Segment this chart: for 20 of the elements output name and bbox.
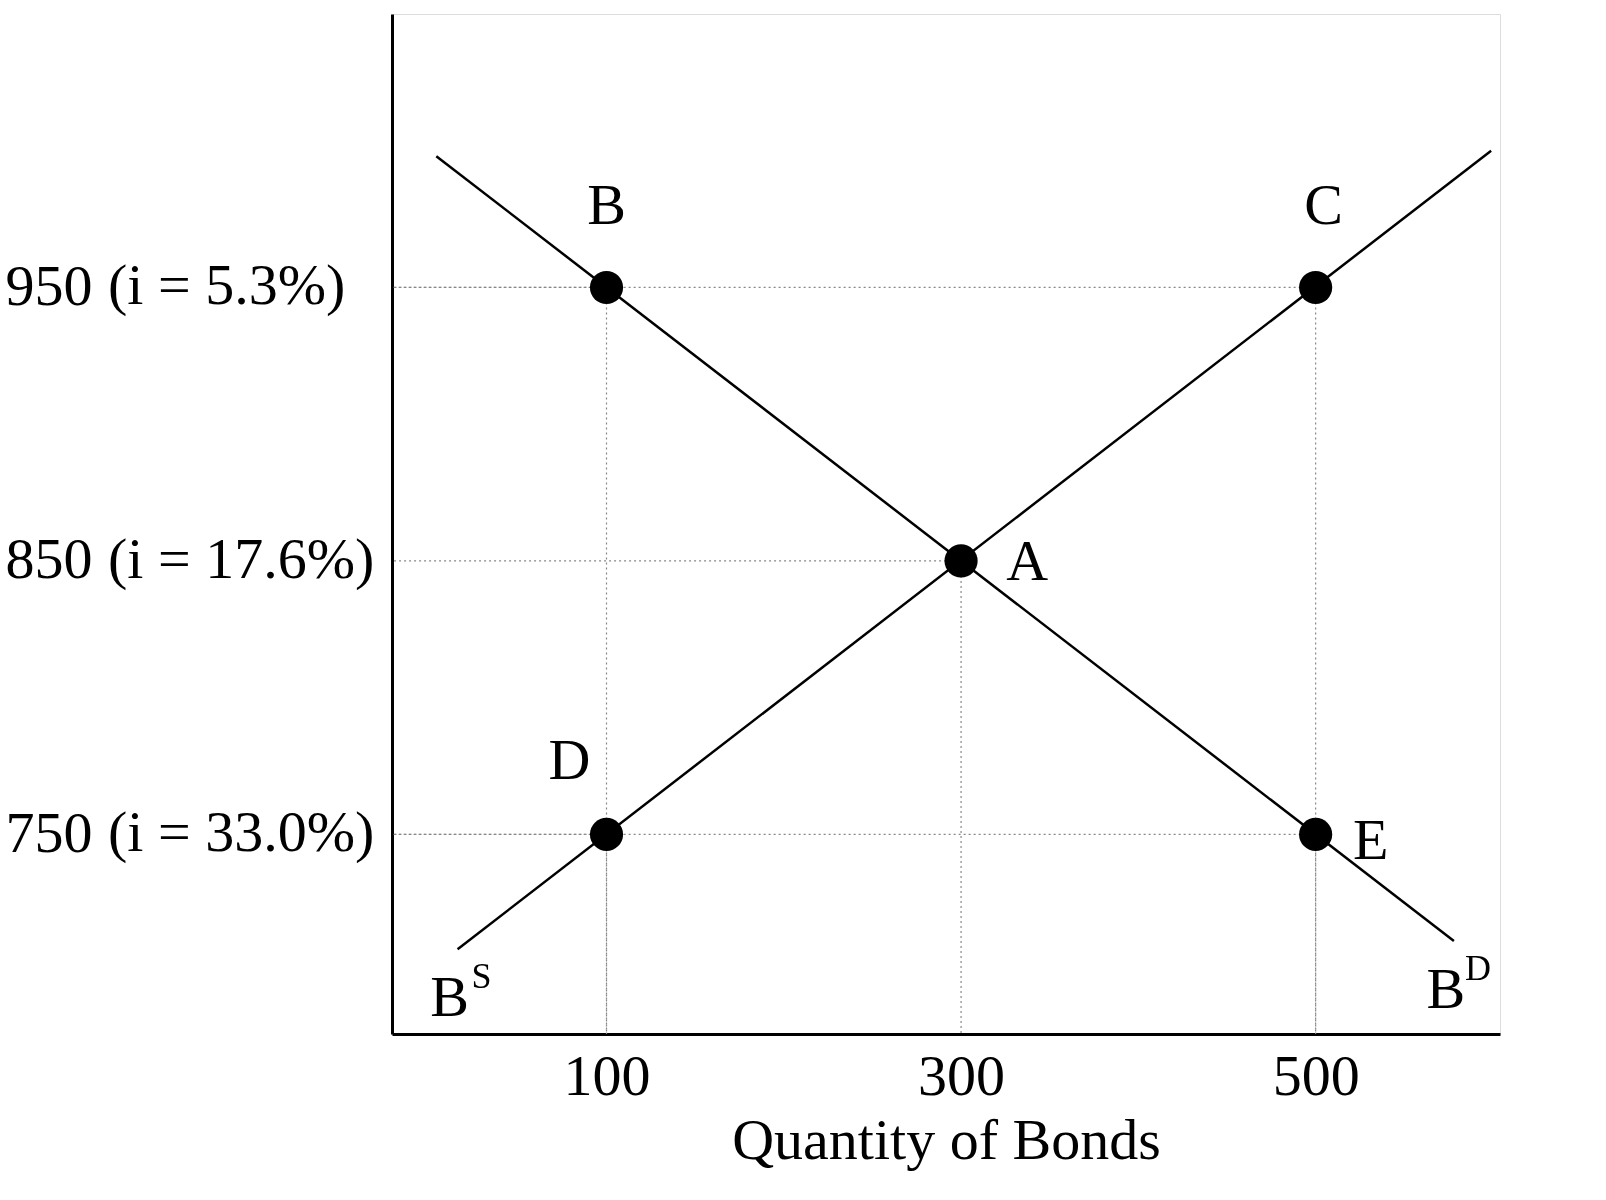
point — [1299, 270, 1333, 305]
point — [589, 270, 624, 305]
point — [589, 817, 624, 851]
annotation: D — [548, 727, 591, 793]
text: (i = 33.0%) — [108, 799, 375, 865]
annotation: A — [1006, 527, 1049, 593]
x-tick-label: 500 — [1272, 1042, 1360, 1108]
y-tick-label: 750 — [5, 799, 93, 865]
text: (i = 5.3%) — [108, 252, 346, 318]
annotation: C — [1304, 172, 1343, 238]
annotation: B — [587, 172, 626, 238]
x-tick-label: 300 — [918, 1042, 1006, 1108]
y-tick-label: 850 — [5, 526, 93, 592]
text: (i = 17.6%) — [108, 525, 375, 591]
point — [944, 544, 978, 578]
annotation: E — [1352, 807, 1389, 873]
y-tick-label: 950 — [5, 252, 93, 318]
x-axis-title: Quantity of Bonds — [732, 1106, 1161, 1172]
x-tick-label: 100 — [563, 1042, 651, 1108]
point — [1299, 817, 1333, 851]
